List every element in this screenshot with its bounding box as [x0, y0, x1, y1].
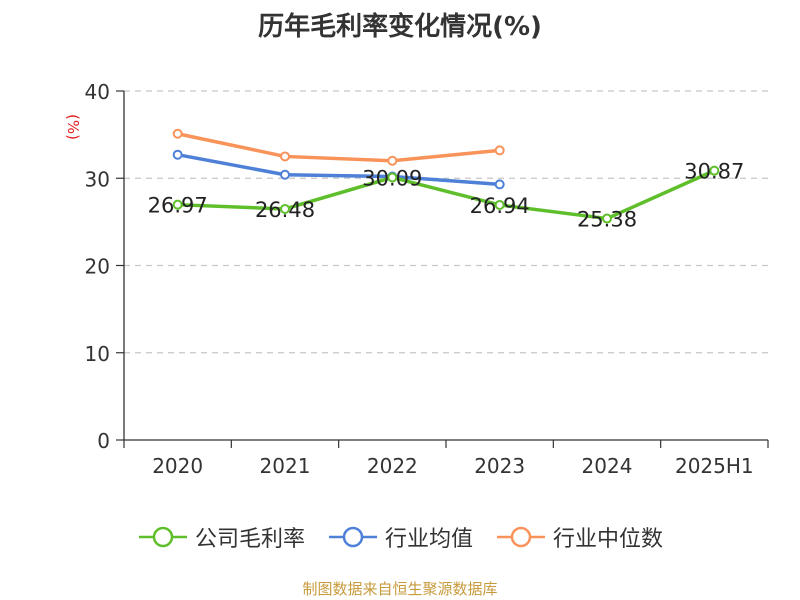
data-point: [602, 213, 612, 224]
y-tick-label: 20: [85, 255, 110, 279]
y-tick-label: 30: [85, 167, 110, 191]
data-point: [494, 145, 505, 156]
data-point: [387, 172, 398, 183]
legend-label-company: 公司毛利率: [194, 527, 305, 552]
data-point: [494, 199, 505, 210]
legend-item-industry-mean[interactable]: 行业均值: [327, 521, 473, 553]
data-point: [172, 149, 183, 160]
data-point: [280, 169, 290, 180]
legend-marker-industry-mean: [328, 526, 377, 548]
y-tick-label: 40: [85, 80, 110, 104]
source-note: 制图数据来自恒生聚源数据库: [302, 580, 498, 598]
legend-label-industry-median: 行业中位数: [553, 527, 664, 552]
data-point: [172, 199, 183, 210]
data-point: [280, 203, 290, 214]
legend: 公司毛利率 行业均值 行业中位数: [0, 520, 800, 554]
data-point: [494, 179, 505, 190]
x-tick-label: 2023: [474, 454, 525, 478]
y-tick-label: 0: [97, 429, 110, 453]
x-tick-label: 2020: [152, 454, 203, 478]
x-tick-label: 2025H1: [675, 454, 754, 478]
chart-title: 历年毛利率变化情况(%): [258, 12, 542, 42]
data-point: [387, 155, 398, 166]
series-line: [177, 152, 500, 187]
legend-marker-industry-median: [497, 526, 545, 548]
legend-item-company[interactable]: 公司毛利率: [137, 521, 305, 553]
data-point: [172, 128, 183, 139]
y-axis-label: (%): [64, 114, 82, 140]
series-line: [177, 132, 500, 163]
data-label: 26.94: [470, 194, 530, 218]
data-label: 30.87: [684, 160, 744, 184]
data-label: 25.38: [577, 208, 637, 232]
data-label: 30.09: [362, 166, 422, 190]
series-line: [177, 169, 716, 221]
legend-marker-company: [138, 526, 187, 548]
x-tick-label: 2024: [582, 454, 633, 478]
data-point: [280, 151, 290, 162]
x-tick-label: 2021: [260, 454, 311, 478]
y-tick-label: 10: [85, 342, 110, 366]
data-label: 26.97: [148, 194, 208, 218]
legend-item-industry-median[interactable]: 行业中位数: [495, 521, 663, 553]
data-point: [709, 165, 720, 176]
x-tick-label: 2022: [367, 454, 418, 478]
legend-label-industry-mean: 行业均值: [384, 527, 473, 552]
data-label: 26.48: [255, 198, 315, 222]
